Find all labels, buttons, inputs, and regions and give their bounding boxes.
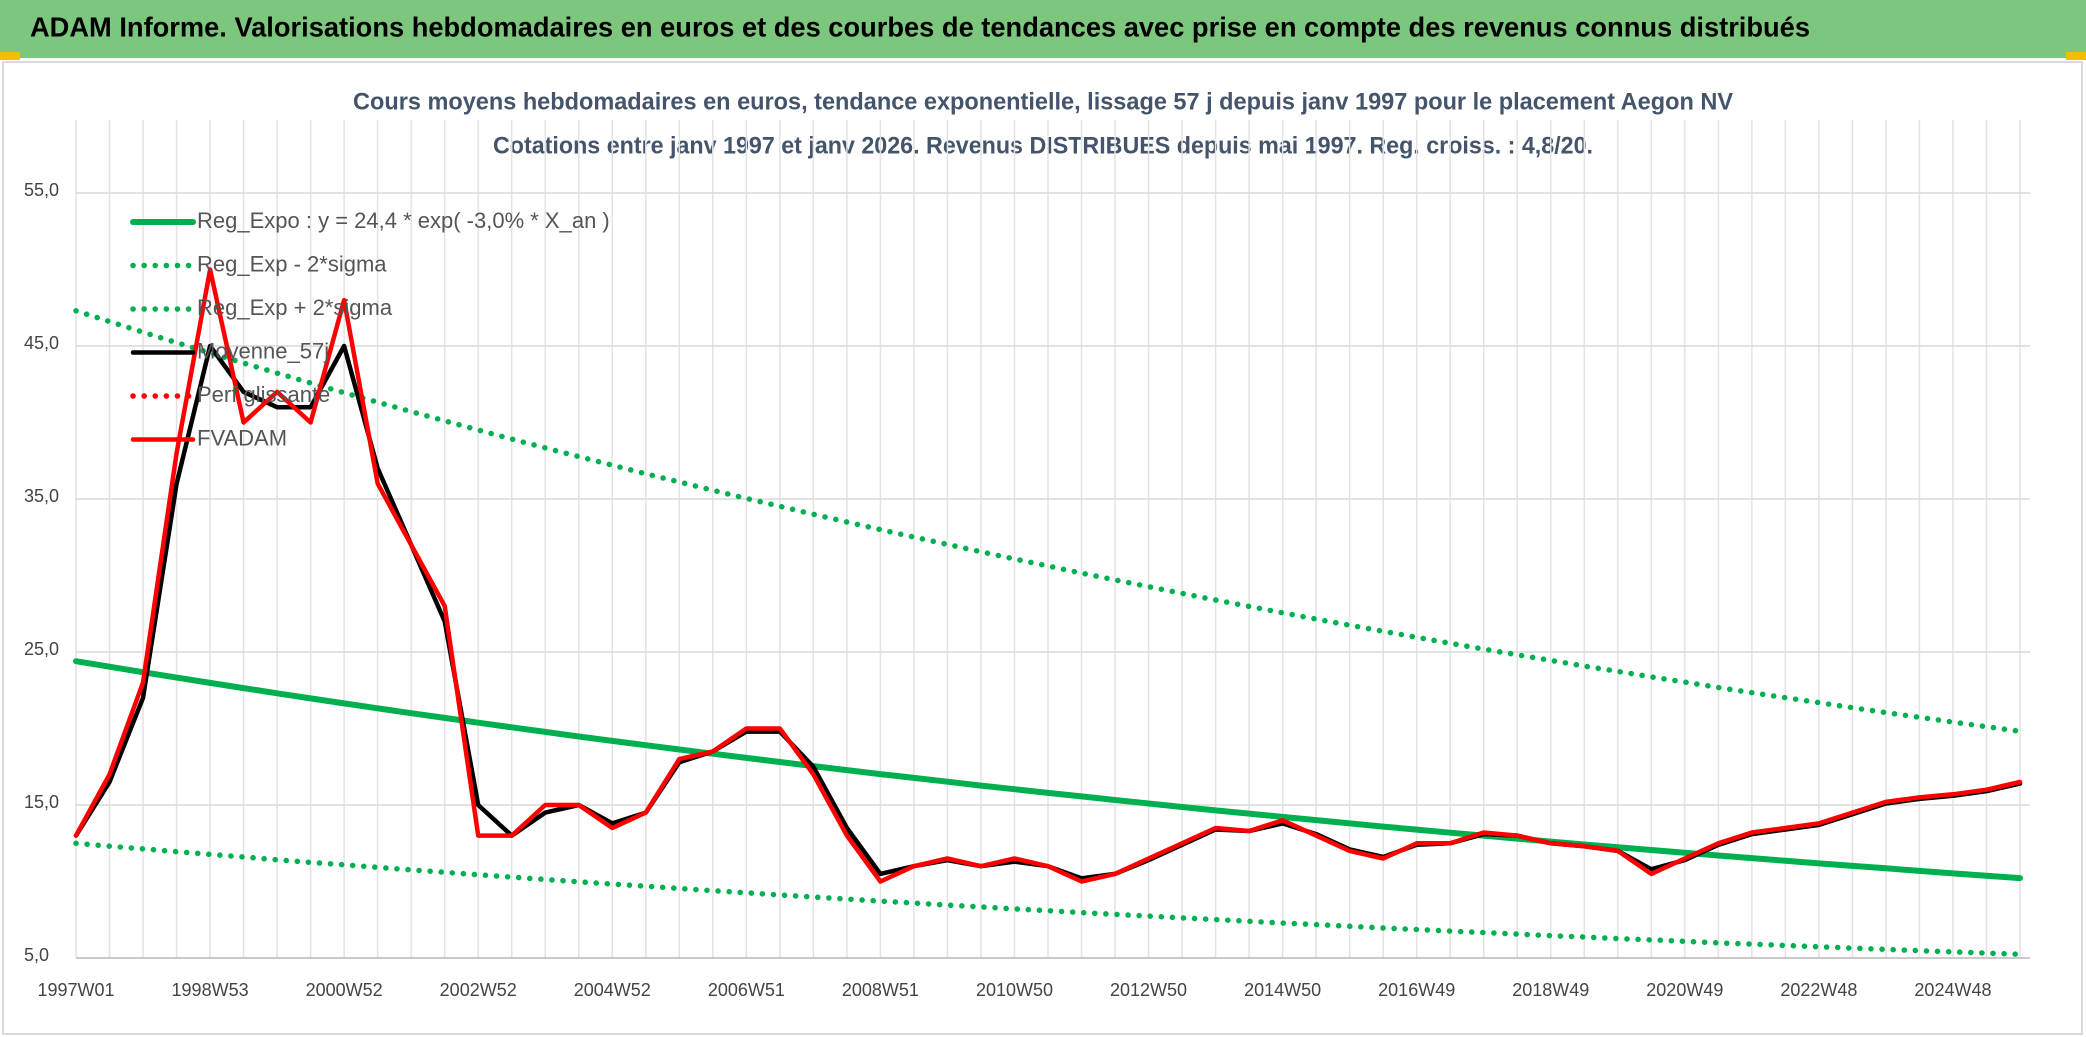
- x-tick-label: 2010W50: [976, 980, 1053, 1000]
- header-title: ADAM Informe. Valorisations hebdomadaire…: [30, 11, 1810, 42]
- series-line: [73, 308, 2023, 735]
- x-tick-label: 2018W49: [1512, 980, 1589, 1000]
- legend-label: Perf glissante: [197, 382, 330, 407]
- y-tick-label: 25,0: [24, 639, 59, 659]
- legend-label: Reg_Expo : y = 24,4 * exp( -3,0% * X_an …: [197, 208, 610, 233]
- x-tick-label: 2006W51: [708, 980, 785, 1000]
- header-bar: [0, 0, 2086, 58]
- legend-label: Reg_Exp + 2*sigma: [197, 295, 393, 320]
- y-tick-label: 5,0: [24, 945, 49, 965]
- x-tick-label: 2020W49: [1646, 980, 1723, 1000]
- y-tick-label: 15,0: [24, 792, 59, 812]
- x-tick-label: 1997W01: [37, 980, 114, 1000]
- x-tick-label: 2002W52: [440, 980, 517, 1000]
- chart-title: Cours moyens hebdomadaires en euros, ten…: [353, 88, 1733, 115]
- legend-label: FVADAM: [197, 425, 287, 450]
- y-tick-label: 35,0: [24, 486, 59, 506]
- x-tick-label: 1998W53: [172, 980, 249, 1000]
- legend-label: Reg_Exp - 2*sigma: [197, 251, 387, 276]
- corner-mark: [2066, 52, 2086, 60]
- x-tick-label: 2012W50: [1110, 980, 1187, 1000]
- chart-subtitle: Cotations entre janv 1997 et janv 2026. …: [493, 132, 1593, 159]
- corner-mark: [0, 52, 20, 60]
- x-tick-label: 2008W51: [842, 980, 919, 1000]
- legend-label: Moyenne_57j: [197, 338, 329, 363]
- y-tick-label: 45,0: [24, 333, 59, 353]
- x-tick-label: 2004W52: [574, 980, 651, 1000]
- series-line: [73, 267, 2023, 884]
- x-tick-label: 2000W52: [306, 980, 383, 1000]
- x-tick-label: 2016W49: [1378, 980, 1455, 1000]
- series-line: [73, 840, 2023, 958]
- x-tick-label: 2024W48: [1914, 980, 1991, 1000]
- x-tick-label: 2022W48: [1780, 980, 1857, 1000]
- x-tick-label: 2014W50: [1244, 980, 1321, 1000]
- chart-frame: [2, 61, 2083, 1035]
- y-tick-label: 55,0: [24, 180, 59, 200]
